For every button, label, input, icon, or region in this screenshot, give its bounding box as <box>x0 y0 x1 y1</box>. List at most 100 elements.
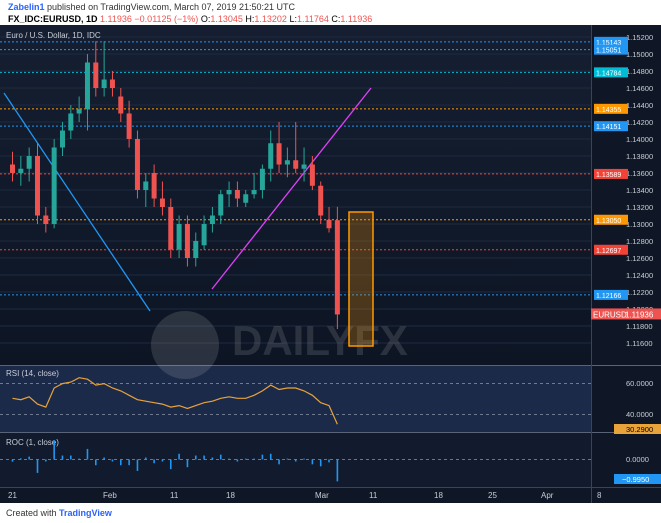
price-tick: 1.13200 <box>626 203 653 212</box>
level-tag <box>594 214 628 225</box>
close-label: C: <box>331 14 341 24</box>
roc-bar <box>336 459 339 482</box>
grid <box>0 36 591 344</box>
level-tag-text: 1.14784 <box>596 70 621 77</box>
rsi-line <box>12 377 338 425</box>
price-tick: 1.13800 <box>626 152 653 161</box>
price-axis[interactable]: 1.15200 1.15000 1.14800 1.14600 1.14400 1.142… <box>626 33 653 348</box>
rsi-pane <box>0 366 591 432</box>
candle-body <box>326 219 332 229</box>
high-label: H: <box>245 14 255 24</box>
candle-body <box>301 164 307 169</box>
tradingview-logo[interactable]: TradingView <box>59 508 112 518</box>
roc-bar <box>178 453 180 460</box>
roc-bar <box>136 459 139 471</box>
roc-current-value: −0.9950 <box>622 475 649 484</box>
roc-bar <box>86 448 89 460</box>
main-pane <box>0 25 591 365</box>
current-price-tag: EURUSD 1.11936 <box>591 308 661 320</box>
price-tick: 1.13400 <box>626 186 653 195</box>
candle-body <box>193 241 199 258</box>
roc-bar <box>153 459 155 464</box>
roc-bar <box>11 459 14 462</box>
candle-body <box>226 190 232 195</box>
candle-body <box>218 194 224 216</box>
candle-body <box>34 156 40 216</box>
time-tick: Mar <box>315 491 329 500</box>
time-tick: 11 <box>170 491 179 500</box>
candle-body <box>59 130 65 148</box>
candle-body <box>234 190 240 199</box>
price-tick: 1.13600 <box>626 169 653 178</box>
roc-bar <box>78 458 80 460</box>
footer-created-with: Created with <box>6 508 57 518</box>
candle-body <box>268 143 274 169</box>
level-tag <box>594 44 628 55</box>
candles <box>10 41 340 330</box>
rsi-current-value: 30.2900 <box>626 425 653 434</box>
roc-bar <box>169 459 172 470</box>
username-link[interactable]: Zabelin1 <box>8 2 45 12</box>
roc-bar <box>328 459 330 463</box>
chart-area[interactable]: DAILYFX 1.15200 1.15000 1.14800 1.14600 1.14… <box>0 25 661 503</box>
price-tick: 1.12200 <box>626 288 653 297</box>
uptrend-line[interactable] <box>211 87 372 290</box>
roc-current-tag <box>614 474 661 484</box>
level-tag <box>594 36 628 47</box>
roc-bar <box>236 459 239 462</box>
last-price: 1.11936 <box>100 14 132 24</box>
open-label: O: <box>200 14 211 24</box>
level-tag-text: 1.14151 <box>596 124 621 131</box>
roc-bar <box>128 459 130 466</box>
rsi-current-tag <box>614 424 661 434</box>
level-tag <box>594 67 628 78</box>
candle-body <box>143 181 149 190</box>
time-axis[interactable]: 21 Feb 11 18 Mar 11 18 25 Apr 8 <box>8 491 602 500</box>
price-tick: 1.14000 <box>626 135 653 144</box>
price-tick: 1.14200 <box>626 118 653 127</box>
roc-bar <box>186 459 189 468</box>
price-tick: 1.14600 <box>626 84 653 93</box>
time-tick: 21 <box>8 491 17 500</box>
candle-body <box>134 139 140 190</box>
candle-body <box>151 173 157 199</box>
candle-body <box>51 147 57 224</box>
level-tag <box>594 103 628 114</box>
roc-bar <box>228 458 230 460</box>
roc-bar <box>203 455 205 460</box>
horizontal-levels <box>0 41 591 296</box>
candle-body <box>118 96 124 114</box>
footer: Created with TradingView <box>0 503 661 523</box>
roc-bar <box>244 458 247 460</box>
roc-bar <box>219 454 222 460</box>
highlight-box[interactable] <box>348 211 374 347</box>
level-tag-text: 1.12697 <box>596 248 621 255</box>
roc-bar <box>70 455 72 460</box>
candle-body <box>168 207 174 250</box>
candle-body <box>109 79 115 88</box>
roc-bar <box>303 458 305 460</box>
candle-body <box>43 215 49 224</box>
time-tick: 25 <box>488 491 497 500</box>
low-label: L: <box>289 14 297 24</box>
candle-body <box>76 109 82 114</box>
candle-body <box>243 194 249 203</box>
level-tag <box>594 168 628 179</box>
price-tick: 1.12400 <box>626 271 653 280</box>
high-value: 1.13202 <box>254 14 287 24</box>
roc-bar <box>95 459 97 466</box>
time-tick: 8 <box>597 491 602 500</box>
candle-body <box>276 143 282 165</box>
candle-body <box>68 113 74 131</box>
candle-body <box>259 168 265 190</box>
roc-bar <box>144 457 147 460</box>
downtrend-line[interactable] <box>3 92 151 312</box>
price-tick: 1.15200 <box>626 33 653 42</box>
price-tag-symbol: EURUSD <box>593 310 627 319</box>
time-tick: 18 <box>226 491 235 500</box>
candle-body <box>309 164 315 186</box>
roc-pane-title: ROC (1, close) <box>6 438 59 447</box>
candle-body <box>101 79 107 88</box>
price-tick: 1.13000 <box>626 220 653 229</box>
candle-body <box>293 160 299 169</box>
